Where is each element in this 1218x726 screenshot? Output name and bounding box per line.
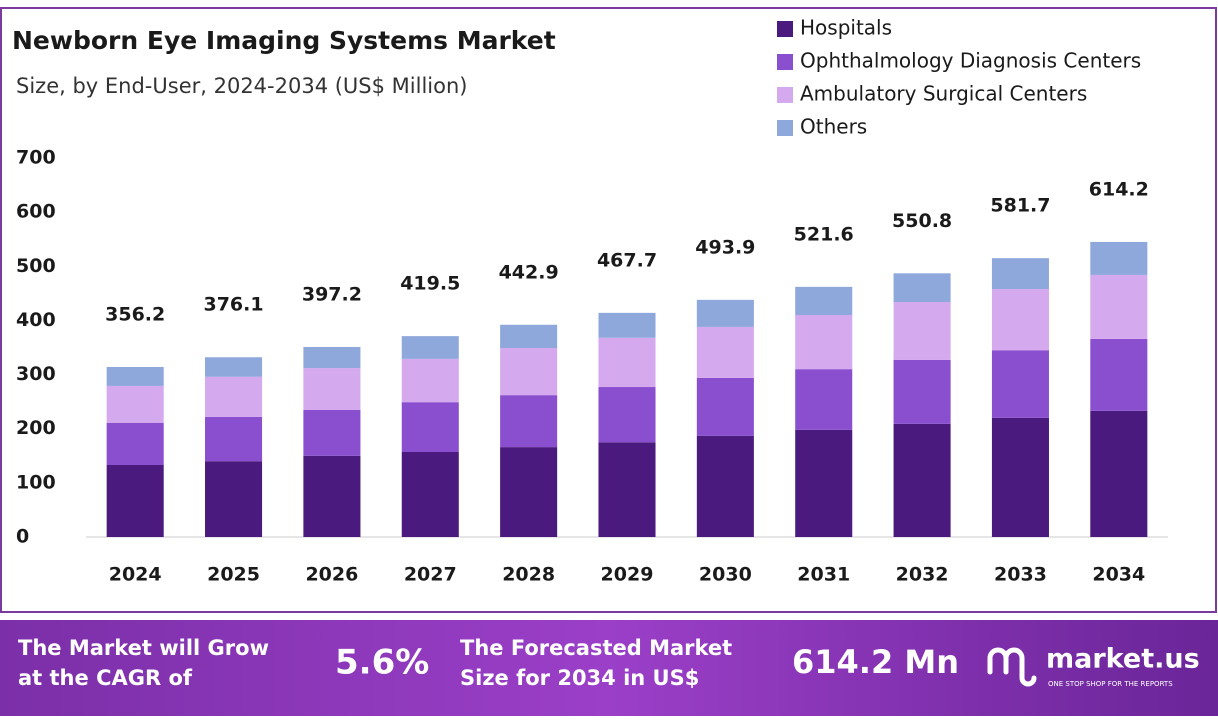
y-tick-label: 200 (16, 417, 56, 439)
bar-segment (106, 385, 164, 423)
y-tick-label: 700 (16, 147, 56, 169)
x-tick-label: 2028 (502, 564, 555, 586)
legend-label: Hospitals (800, 16, 892, 40)
footer-text: at the CAGR of (18, 666, 193, 690)
legend-swatch (777, 87, 793, 103)
bar-segment (205, 357, 263, 377)
brand-tagline: ONE STOP SHOP FOR THE REPORTS (1048, 680, 1173, 688)
x-tick-label: 2026 (305, 564, 358, 586)
bar-segment (893, 302, 951, 360)
bar-segment (205, 376, 263, 417)
bar-segment (598, 387, 656, 443)
x-tick-label: 2032 (896, 564, 949, 586)
brand-name: market.us (1046, 644, 1200, 675)
footer-text: Size for 2034 in US$ (460, 666, 699, 690)
total-label: 550.8 (892, 210, 952, 232)
bar-segment (795, 286, 853, 316)
bar-segment (991, 289, 1049, 351)
bar-segment (598, 442, 656, 537)
x-tick-label: 2025 (207, 564, 260, 586)
x-tick-label: 2030 (699, 564, 752, 586)
legend-swatch (777, 21, 793, 37)
bar-segment (303, 346, 361, 369)
y-tick-label: 100 (16, 471, 56, 493)
x-tick-label: 2029 (601, 564, 654, 586)
bar-segment (1090, 410, 1148, 537)
bar-segment (696, 377, 754, 436)
bar-segment (303, 368, 361, 410)
bar-segment (401, 402, 459, 452)
footer-banner (0, 620, 1218, 716)
bar-segment (1090, 241, 1148, 275)
bar-segment (303, 409, 361, 456)
total-label: 442.9 (499, 261, 559, 283)
footer-text: The Forecasted Market (460, 636, 732, 660)
y-tick-label: 0 (16, 526, 29, 548)
total-label: 493.9 (695, 236, 755, 258)
bar-segment (500, 348, 558, 396)
footer-forecast: 614.2 Mn (792, 643, 959, 681)
bar-segment (696, 326, 754, 378)
bar-segment (991, 417, 1049, 537)
y-tick-label: 400 (16, 309, 56, 331)
total-label: 356.2 (105, 303, 165, 325)
total-label: 614.2 (1089, 178, 1149, 200)
x-tick-label: 2027 (404, 564, 457, 586)
bar-segment (795, 369, 853, 430)
brand-logo (987, 647, 1037, 687)
y-tick-label: 300 (16, 363, 56, 385)
bar-segment (303, 455, 361, 537)
bar-segment (401, 336, 459, 359)
bar-segment (106, 422, 164, 465)
x-tick-label: 2033 (994, 564, 1047, 586)
total-label: 467.7 (597, 249, 657, 271)
x-tick-label: 2024 (109, 564, 162, 586)
bar-segment (401, 451, 459, 537)
bar-segment (106, 464, 164, 537)
bar-segment (205, 416, 263, 462)
bar-segment (893, 273, 951, 303)
legend-swatch (777, 120, 793, 136)
y-tick-label: 600 (16, 201, 56, 223)
bar-segment (500, 395, 558, 448)
bar-segment (795, 315, 853, 370)
bar-segment (893, 359, 951, 424)
legend-swatch (777, 54, 793, 70)
total-label: 581.7 (990, 195, 1050, 217)
y-tick-label: 500 (16, 255, 56, 277)
total-label: 521.6 (794, 223, 854, 245)
footer-text: The Market will Grow (18, 636, 269, 660)
bar-segment (991, 258, 1049, 290)
chart-subtitle: Size, by End-User, 2024-2034 (US$ Millio… (16, 74, 467, 98)
bar-segment (795, 429, 853, 537)
bar-segment (598, 337, 656, 388)
bar-segment (401, 358, 459, 403)
bar-segment (1090, 338, 1148, 411)
bar-segment (1090, 274, 1148, 339)
bar-segment (205, 461, 263, 537)
bar-segment (893, 423, 951, 537)
bar-segment (696, 299, 754, 327)
footer-cagr: 5.6% (335, 643, 429, 683)
bar-segment (106, 366, 164, 386)
total-label: 419.5 (400, 273, 460, 295)
chart-title: Newborn Eye Imaging Systems Market (12, 26, 556, 55)
bar-segment (598, 312, 656, 338)
bar-segment (500, 324, 558, 349)
total-label: 397.2 (302, 283, 362, 305)
x-tick-label: 2031 (797, 564, 850, 586)
bar-segment (500, 447, 558, 537)
bar-segment (991, 350, 1049, 418)
total-label: 376.1 (203, 294, 263, 316)
bar-segment (696, 435, 754, 537)
legend-label: Ambulatory Surgical Centers (800, 82, 1087, 106)
legend-label: Ophthalmology Diagnosis Centers (800, 49, 1141, 73)
legend-label: Others (800, 115, 867, 139)
x-tick-label: 2034 (1092, 564, 1145, 586)
